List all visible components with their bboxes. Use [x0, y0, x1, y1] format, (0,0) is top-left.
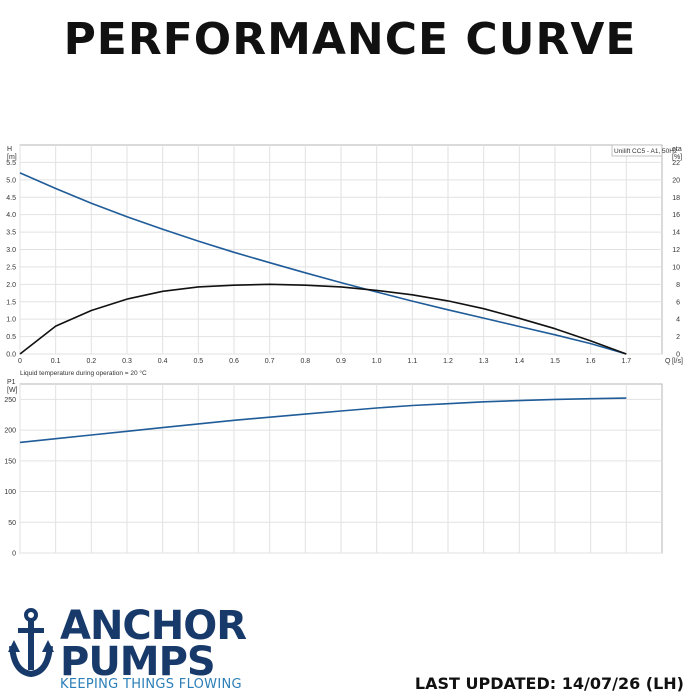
y-tick-label: 3.0 [6, 247, 16, 254]
p1-tick-label: 0 [12, 551, 16, 558]
x-tick-label: 1.6 [586, 358, 596, 365]
y2-tick-label: 4 [676, 317, 680, 324]
y2-tick-label: 0 [676, 352, 680, 359]
p1-tick-label: 250 [4, 397, 16, 404]
y-axis-label: H [7, 146, 12, 153]
y-tick-label: 5.5 [6, 160, 16, 167]
x-tick-label: 1.7 [621, 358, 631, 365]
x-axis-label: Q [665, 358, 671, 365]
x-tick-label: 0.1 [51, 358, 61, 365]
y2-tick-label: 20 [672, 177, 680, 184]
y2-tick-label: 16 [672, 212, 680, 219]
x-tick-label: 0.7 [265, 358, 275, 365]
head-curve [19, 172, 627, 355]
x-tick-label: 1.5 [550, 358, 560, 365]
y2-tick-label: 8 [676, 282, 680, 289]
y-tick-label: 2.0 [6, 282, 16, 289]
x-tick-label: 1.1 [407, 358, 417, 365]
x-axis-unit: [l/s] [672, 358, 683, 365]
y2-tick-label: 2 [676, 334, 680, 341]
y2-tick-label: 22 [672, 160, 680, 167]
y-tick-label: 5.0 [6, 177, 16, 184]
x-tick-label: 0.9 [336, 358, 346, 365]
x-tick-label: 0.8 [300, 358, 310, 365]
power-curve [19, 397, 627, 444]
p1-tick-label: 50 [8, 520, 16, 527]
p1-axis-unit: [W] [7, 387, 18, 394]
p1-tick-label: 100 [4, 489, 16, 496]
efficiency-curve [19, 283, 627, 355]
brand-logo: ANCHOR PUMPS KEEPING THINGS FLOWING [8, 604, 258, 694]
p1-tick-label: 200 [4, 428, 16, 435]
x-tick-label: 0.6 [229, 358, 239, 365]
x-tick-label: 0 [18, 358, 22, 365]
p1-tick-label: 150 [4, 458, 16, 465]
page-title: PERFORMANCE CURVE [63, 14, 637, 65]
y2-axis-label: eta [672, 146, 682, 153]
y2-tick-label: 14 [672, 230, 680, 237]
p1-axis-label: P1 [7, 379, 16, 386]
y-tick-label: 3.5 [6, 230, 16, 237]
performance-chart: 0 0.1 0.2 0.3 0.4 0.5 0.6 0.7 0.8 0.9 1.0 1.1 1.2 1.3… [4, 144, 683, 558]
y2-tick-label: 6 [676, 299, 680, 306]
x-tick-label: 1.4 [514, 358, 524, 365]
y-axis-unit: [m] [7, 154, 17, 161]
x-tick-label: 0.2 [86, 358, 96, 365]
x-tick-label: 0.3 [122, 358, 132, 365]
y2-tick-label: 18 [672, 195, 680, 202]
x-tick-label: 0.4 [158, 358, 168, 365]
temperature-note: Liquid temperature during operation = 20… [20, 369, 147, 377]
y-tick-label: 0.0 [6, 352, 16, 359]
y-tick-label: 0.5 [6, 334, 16, 341]
legend-label: Unilift CC5 - A1, 50Hz [614, 148, 677, 155]
x-tick-label: 1.0 [372, 358, 382, 365]
y-tick-label: 2.5 [6, 264, 16, 271]
legend-box [611, 144, 663, 157]
anchor-icon [8, 608, 54, 678]
brand-tagline: KEEPING THINGS FLOWING [60, 677, 242, 692]
x-tick-label: 1.3 [479, 358, 489, 365]
x-tick-label: 0.5 [193, 358, 203, 365]
x-tick-label: 1.2 [443, 358, 453, 365]
y-tick-label: 1.5 [6, 299, 16, 306]
y2-tick-label: 10 [672, 264, 680, 271]
y-tick-label: 4.0 [6, 212, 16, 219]
brand-name-line2: PUMPS [60, 639, 216, 685]
y2-tick-label: 12 [672, 247, 680, 254]
last-updated: LAST UPDATED: 14/07/26 (LH) [414, 674, 684, 693]
y-tick-label: 1.0 [6, 317, 16, 324]
y2-axis-unit: [%] [672, 154, 682, 161]
y-tick-label: 4.5 [6, 195, 16, 202]
brand-name-line1: ANCHOR [60, 603, 247, 649]
